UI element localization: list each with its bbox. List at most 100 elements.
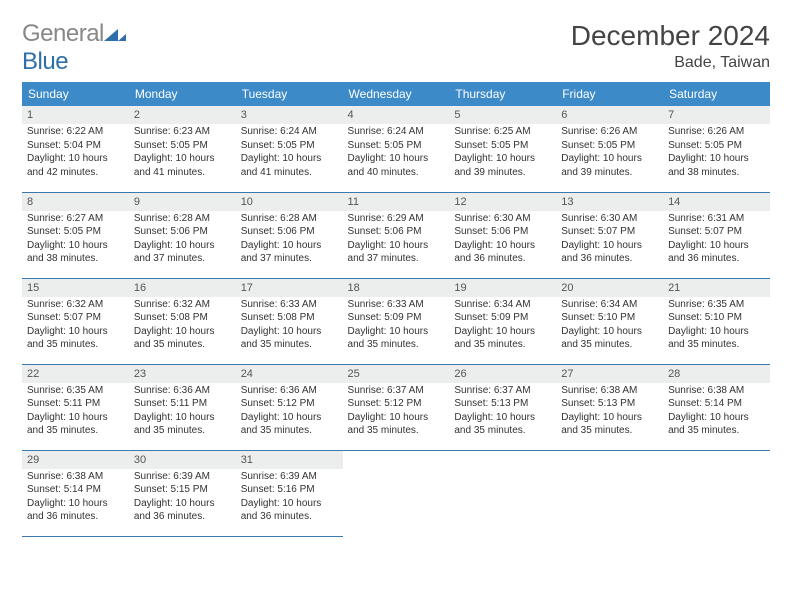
weekday-row: SundayMondayTuesdayWednesdayThursdayFrid… xyxy=(22,82,770,106)
calendar-row: 22Sunrise: 6:35 AMSunset: 5:11 PMDayligh… xyxy=(22,364,770,450)
calendar-cell: 26Sunrise: 6:37 AMSunset: 5:13 PMDayligh… xyxy=(449,364,556,450)
day-number: 16 xyxy=(129,279,236,297)
calendar-cell: 19Sunrise: 6:34 AMSunset: 5:09 PMDayligh… xyxy=(449,278,556,364)
calendar-cell: 21Sunrise: 6:35 AMSunset: 5:10 PMDayligh… xyxy=(663,278,770,364)
weekday-header: Sunday xyxy=(22,82,129,106)
day-number: 31 xyxy=(236,451,343,469)
calendar-body: 1Sunrise: 6:22 AMSunset: 5:04 PMDaylight… xyxy=(22,106,770,536)
calendar-cell: 27Sunrise: 6:38 AMSunset: 5:13 PMDayligh… xyxy=(556,364,663,450)
logo-text: GeneralBlue xyxy=(22,20,126,76)
day-number: 7 xyxy=(663,106,770,124)
day-number: 20 xyxy=(556,279,663,297)
calendar-cell: 24Sunrise: 6:36 AMSunset: 5:12 PMDayligh… xyxy=(236,364,343,450)
day-number: 8 xyxy=(22,193,129,211)
header: GeneralBlue December 2024 Bade, Taiwan xyxy=(22,20,770,76)
calendar-cell: 22Sunrise: 6:35 AMSunset: 5:11 PMDayligh… xyxy=(22,364,129,450)
day-number: 12 xyxy=(449,193,556,211)
day-details: Sunrise: 6:38 AMSunset: 5:14 PMDaylight:… xyxy=(22,469,129,528)
day-details: Sunrise: 6:26 AMSunset: 5:05 PMDaylight:… xyxy=(556,124,663,183)
day-details: Sunrise: 6:36 AMSunset: 5:12 PMDaylight:… xyxy=(236,383,343,442)
calendar-cell: 18Sunrise: 6:33 AMSunset: 5:09 PMDayligh… xyxy=(343,278,450,364)
title-block: December 2024 Bade, Taiwan xyxy=(571,20,770,72)
calendar-cell xyxy=(343,450,450,536)
day-details: Sunrise: 6:39 AMSunset: 5:15 PMDaylight:… xyxy=(129,469,236,528)
day-number: 5 xyxy=(449,106,556,124)
location-label: Bade, Taiwan xyxy=(571,54,770,72)
day-details: Sunrise: 6:29 AMSunset: 5:06 PMDaylight:… xyxy=(343,211,450,270)
day-details: Sunrise: 6:23 AMSunset: 5:05 PMDaylight:… xyxy=(129,124,236,183)
day-number: 4 xyxy=(343,106,450,124)
weekday-header: Thursday xyxy=(449,82,556,106)
day-number: 6 xyxy=(556,106,663,124)
weekday-header: Monday xyxy=(129,82,236,106)
day-details: Sunrise: 6:35 AMSunset: 5:10 PMDaylight:… xyxy=(663,297,770,356)
day-details: Sunrise: 6:22 AMSunset: 5:04 PMDaylight:… xyxy=(22,124,129,183)
day-details: Sunrise: 6:32 AMSunset: 5:08 PMDaylight:… xyxy=(129,297,236,356)
logo-part1: General xyxy=(22,20,104,47)
day-number: 2 xyxy=(129,106,236,124)
calendar-cell: 29Sunrise: 6:38 AMSunset: 5:14 PMDayligh… xyxy=(22,450,129,536)
calendar-row: 8Sunrise: 6:27 AMSunset: 5:05 PMDaylight… xyxy=(22,192,770,278)
calendar-cell xyxy=(663,450,770,536)
day-number: 3 xyxy=(236,106,343,124)
day-number: 24 xyxy=(236,365,343,383)
page-title: December 2024 xyxy=(571,20,770,52)
day-details: Sunrise: 6:34 AMSunset: 5:09 PMDaylight:… xyxy=(449,297,556,356)
day-details: Sunrise: 6:34 AMSunset: 5:10 PMDaylight:… xyxy=(556,297,663,356)
calendar-cell: 11Sunrise: 6:29 AMSunset: 5:06 PMDayligh… xyxy=(343,192,450,278)
calendar-cell: 17Sunrise: 6:33 AMSunset: 5:08 PMDayligh… xyxy=(236,278,343,364)
calendar-cell: 4Sunrise: 6:24 AMSunset: 5:05 PMDaylight… xyxy=(343,106,450,192)
calendar-cell: 1Sunrise: 6:22 AMSunset: 5:04 PMDaylight… xyxy=(22,106,129,192)
day-number: 14 xyxy=(663,193,770,211)
day-number: 30 xyxy=(129,451,236,469)
calendar-cell: 30Sunrise: 6:39 AMSunset: 5:15 PMDayligh… xyxy=(129,450,236,536)
day-details: Sunrise: 6:33 AMSunset: 5:09 PMDaylight:… xyxy=(343,297,450,356)
day-details: Sunrise: 6:38 AMSunset: 5:13 PMDaylight:… xyxy=(556,383,663,442)
day-details: Sunrise: 6:30 AMSunset: 5:07 PMDaylight:… xyxy=(556,211,663,270)
day-number: 22 xyxy=(22,365,129,383)
day-details: Sunrise: 6:35 AMSunset: 5:11 PMDaylight:… xyxy=(22,383,129,442)
day-details: Sunrise: 6:28 AMSunset: 5:06 PMDaylight:… xyxy=(236,211,343,270)
day-number: 13 xyxy=(556,193,663,211)
day-number: 29 xyxy=(22,451,129,469)
calendar-cell: 3Sunrise: 6:24 AMSunset: 5:05 PMDaylight… xyxy=(236,106,343,192)
calendar-cell: 2Sunrise: 6:23 AMSunset: 5:05 PMDaylight… xyxy=(129,106,236,192)
day-number: 17 xyxy=(236,279,343,297)
day-details: Sunrise: 6:24 AMSunset: 5:05 PMDaylight:… xyxy=(236,124,343,183)
calendar-cell: 14Sunrise: 6:31 AMSunset: 5:07 PMDayligh… xyxy=(663,192,770,278)
day-details: Sunrise: 6:32 AMSunset: 5:07 PMDaylight:… xyxy=(22,297,129,356)
day-number: 10 xyxy=(236,193,343,211)
calendar-cell xyxy=(449,450,556,536)
calendar-cell: 20Sunrise: 6:34 AMSunset: 5:10 PMDayligh… xyxy=(556,278,663,364)
day-details: Sunrise: 6:39 AMSunset: 5:16 PMDaylight:… xyxy=(236,469,343,528)
day-details: Sunrise: 6:31 AMSunset: 5:07 PMDaylight:… xyxy=(663,211,770,270)
calendar-cell: 7Sunrise: 6:26 AMSunset: 5:05 PMDaylight… xyxy=(663,106,770,192)
day-details: Sunrise: 6:37 AMSunset: 5:12 PMDaylight:… xyxy=(343,383,450,442)
day-details: Sunrise: 6:30 AMSunset: 5:06 PMDaylight:… xyxy=(449,211,556,270)
day-number: 25 xyxy=(343,365,450,383)
calendar-cell: 13Sunrise: 6:30 AMSunset: 5:07 PMDayligh… xyxy=(556,192,663,278)
weekday-header: Tuesday xyxy=(236,82,343,106)
weekday-header: Saturday xyxy=(663,82,770,106)
day-number: 1 xyxy=(22,106,129,124)
calendar-cell: 8Sunrise: 6:27 AMSunset: 5:05 PMDaylight… xyxy=(22,192,129,278)
day-details: Sunrise: 6:36 AMSunset: 5:11 PMDaylight:… xyxy=(129,383,236,442)
calendar-row: 1Sunrise: 6:22 AMSunset: 5:04 PMDaylight… xyxy=(22,106,770,192)
logo-part2: Blue xyxy=(22,48,68,75)
logo: GeneralBlue xyxy=(22,20,126,76)
weekday-header: Wednesday xyxy=(343,82,450,106)
day-number: 11 xyxy=(343,193,450,211)
calendar-row: 29Sunrise: 6:38 AMSunset: 5:14 PMDayligh… xyxy=(22,450,770,536)
day-details: Sunrise: 6:27 AMSunset: 5:05 PMDaylight:… xyxy=(22,211,129,270)
calendar-cell: 9Sunrise: 6:28 AMSunset: 5:06 PMDaylight… xyxy=(129,192,236,278)
weekday-header: Friday xyxy=(556,82,663,106)
calendar-cell: 15Sunrise: 6:32 AMSunset: 5:07 PMDayligh… xyxy=(22,278,129,364)
day-number: 23 xyxy=(129,365,236,383)
calendar-cell: 25Sunrise: 6:37 AMSunset: 5:12 PMDayligh… xyxy=(343,364,450,450)
calendar-table: SundayMondayTuesdayWednesdayThursdayFrid… xyxy=(22,82,770,537)
calendar-cell: 28Sunrise: 6:38 AMSunset: 5:14 PMDayligh… xyxy=(663,364,770,450)
day-number: 9 xyxy=(129,193,236,211)
day-details: Sunrise: 6:33 AMSunset: 5:08 PMDaylight:… xyxy=(236,297,343,356)
day-details: Sunrise: 6:24 AMSunset: 5:05 PMDaylight:… xyxy=(343,124,450,183)
day-number: 28 xyxy=(663,365,770,383)
